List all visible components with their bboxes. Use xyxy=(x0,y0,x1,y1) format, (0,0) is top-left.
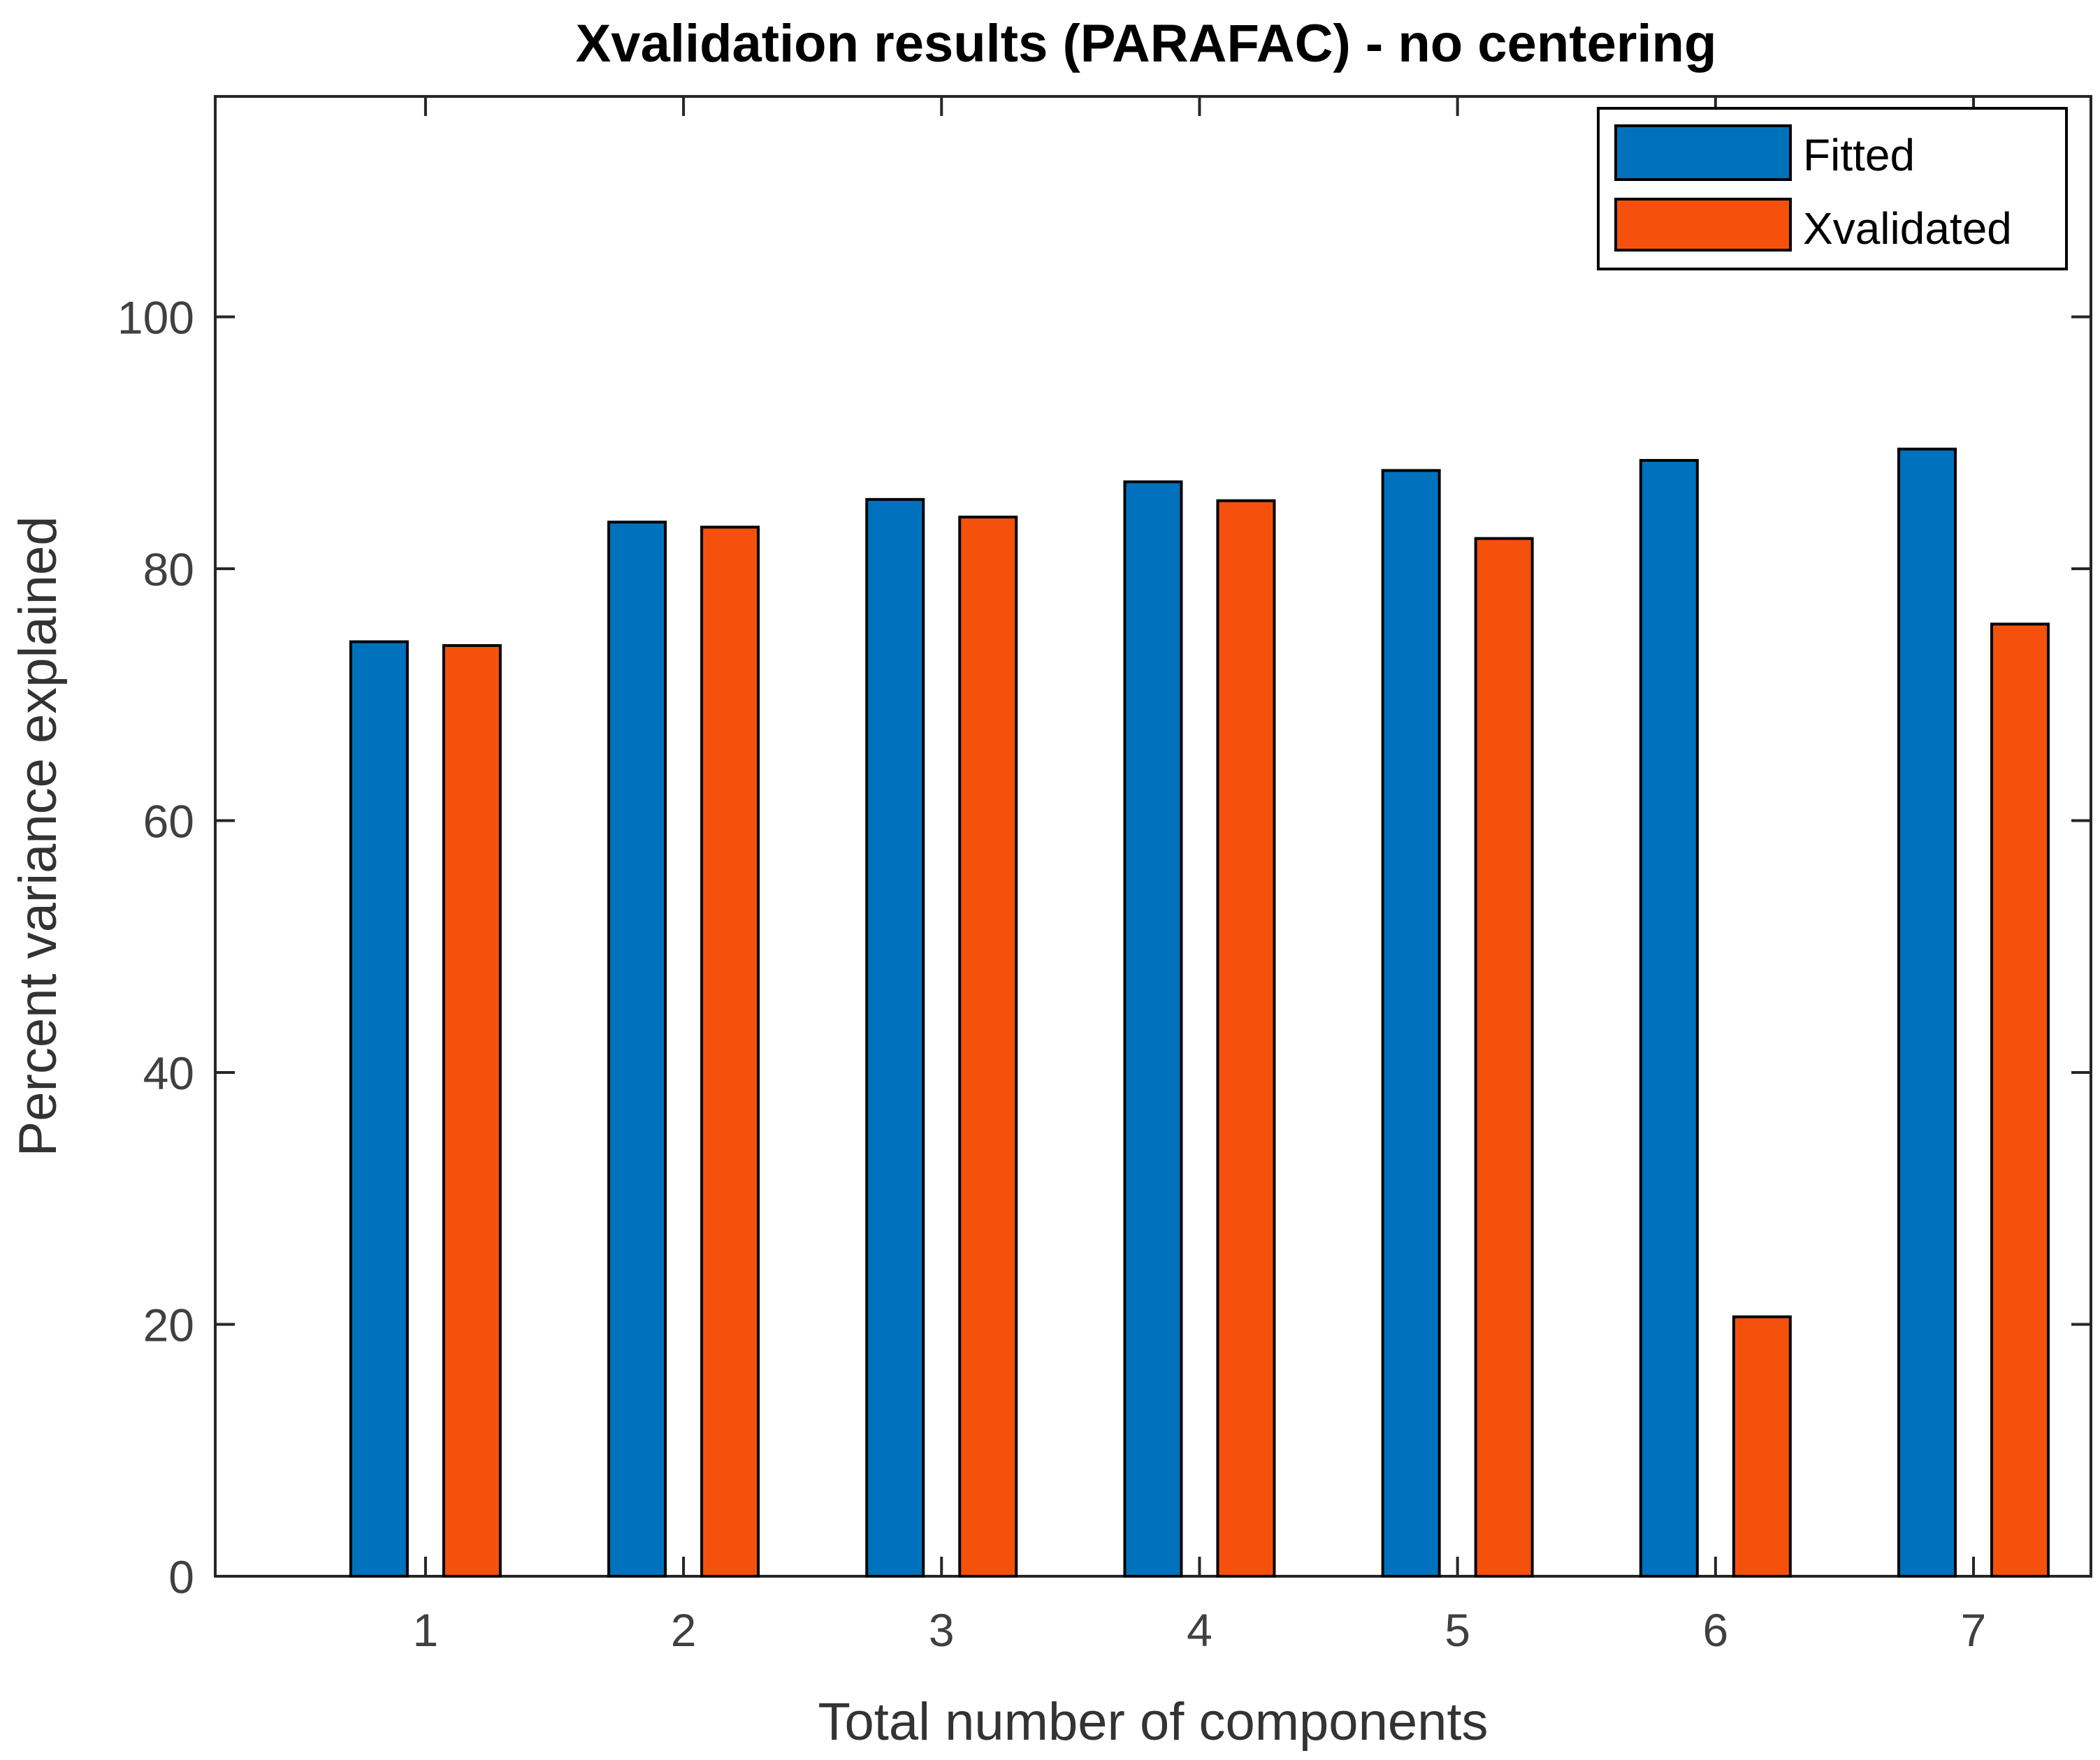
bar-xvalidated-2 xyxy=(700,525,760,1578)
bar-fitted-2 xyxy=(607,521,667,1578)
y-tick-label-0: 0 xyxy=(168,1551,194,1603)
legend-label-fitted: Fitted xyxy=(1803,130,1915,180)
legend-label-xvalidated: Xvalidated xyxy=(1803,203,2012,254)
y-tick-label-40: 40 xyxy=(143,1047,194,1099)
y-tick-label-80: 80 xyxy=(143,544,194,595)
y-tick-label-100: 100 xyxy=(117,291,194,343)
bar-fitted-1 xyxy=(349,640,409,1578)
bar-xvalidated-4 xyxy=(1216,499,1276,1578)
x-tick-label-2: 2 xyxy=(671,1604,697,1656)
y-axis-label: Percent variance explained xyxy=(8,516,68,1157)
bar-xvalidated-7 xyxy=(1990,623,2050,1578)
y-tick-label-20: 20 xyxy=(143,1299,194,1351)
bar-xvalidated-6 xyxy=(1732,1315,1792,1578)
bar-xvalidated-5 xyxy=(1474,537,1534,1578)
legend: Fitted Xvalidated xyxy=(1597,107,2068,270)
bar-fitted-5 xyxy=(1381,469,1441,1578)
x-tick-label-3: 3 xyxy=(929,1604,955,1656)
x-tick-label-7: 7 xyxy=(1961,1604,1987,1656)
bar-fitted-7 xyxy=(1897,447,1957,1578)
y-tick-label-60: 60 xyxy=(143,795,194,847)
bar-fitted-6 xyxy=(1639,458,1699,1578)
bar-xvalidated-3 xyxy=(958,516,1018,1578)
bar-xvalidated-1 xyxy=(442,643,502,1578)
x-tick-label-4: 4 xyxy=(1187,1604,1212,1656)
bar-fitted-3 xyxy=(865,497,925,1578)
x-tick-label-6: 6 xyxy=(1702,1604,1728,1656)
legend-swatch-xvalidated xyxy=(1614,198,1792,252)
legend-swatch-fitted xyxy=(1614,124,1792,181)
x-tick-label-5: 5 xyxy=(1444,1604,1470,1656)
bar-fitted-4 xyxy=(1123,480,1183,1578)
chart-title: Xvalidation results (PARAFAC) - no cente… xyxy=(576,14,1717,73)
x-tick-label-1: 1 xyxy=(413,1604,439,1656)
x-axis-label: Total number of components xyxy=(818,1692,1489,1752)
